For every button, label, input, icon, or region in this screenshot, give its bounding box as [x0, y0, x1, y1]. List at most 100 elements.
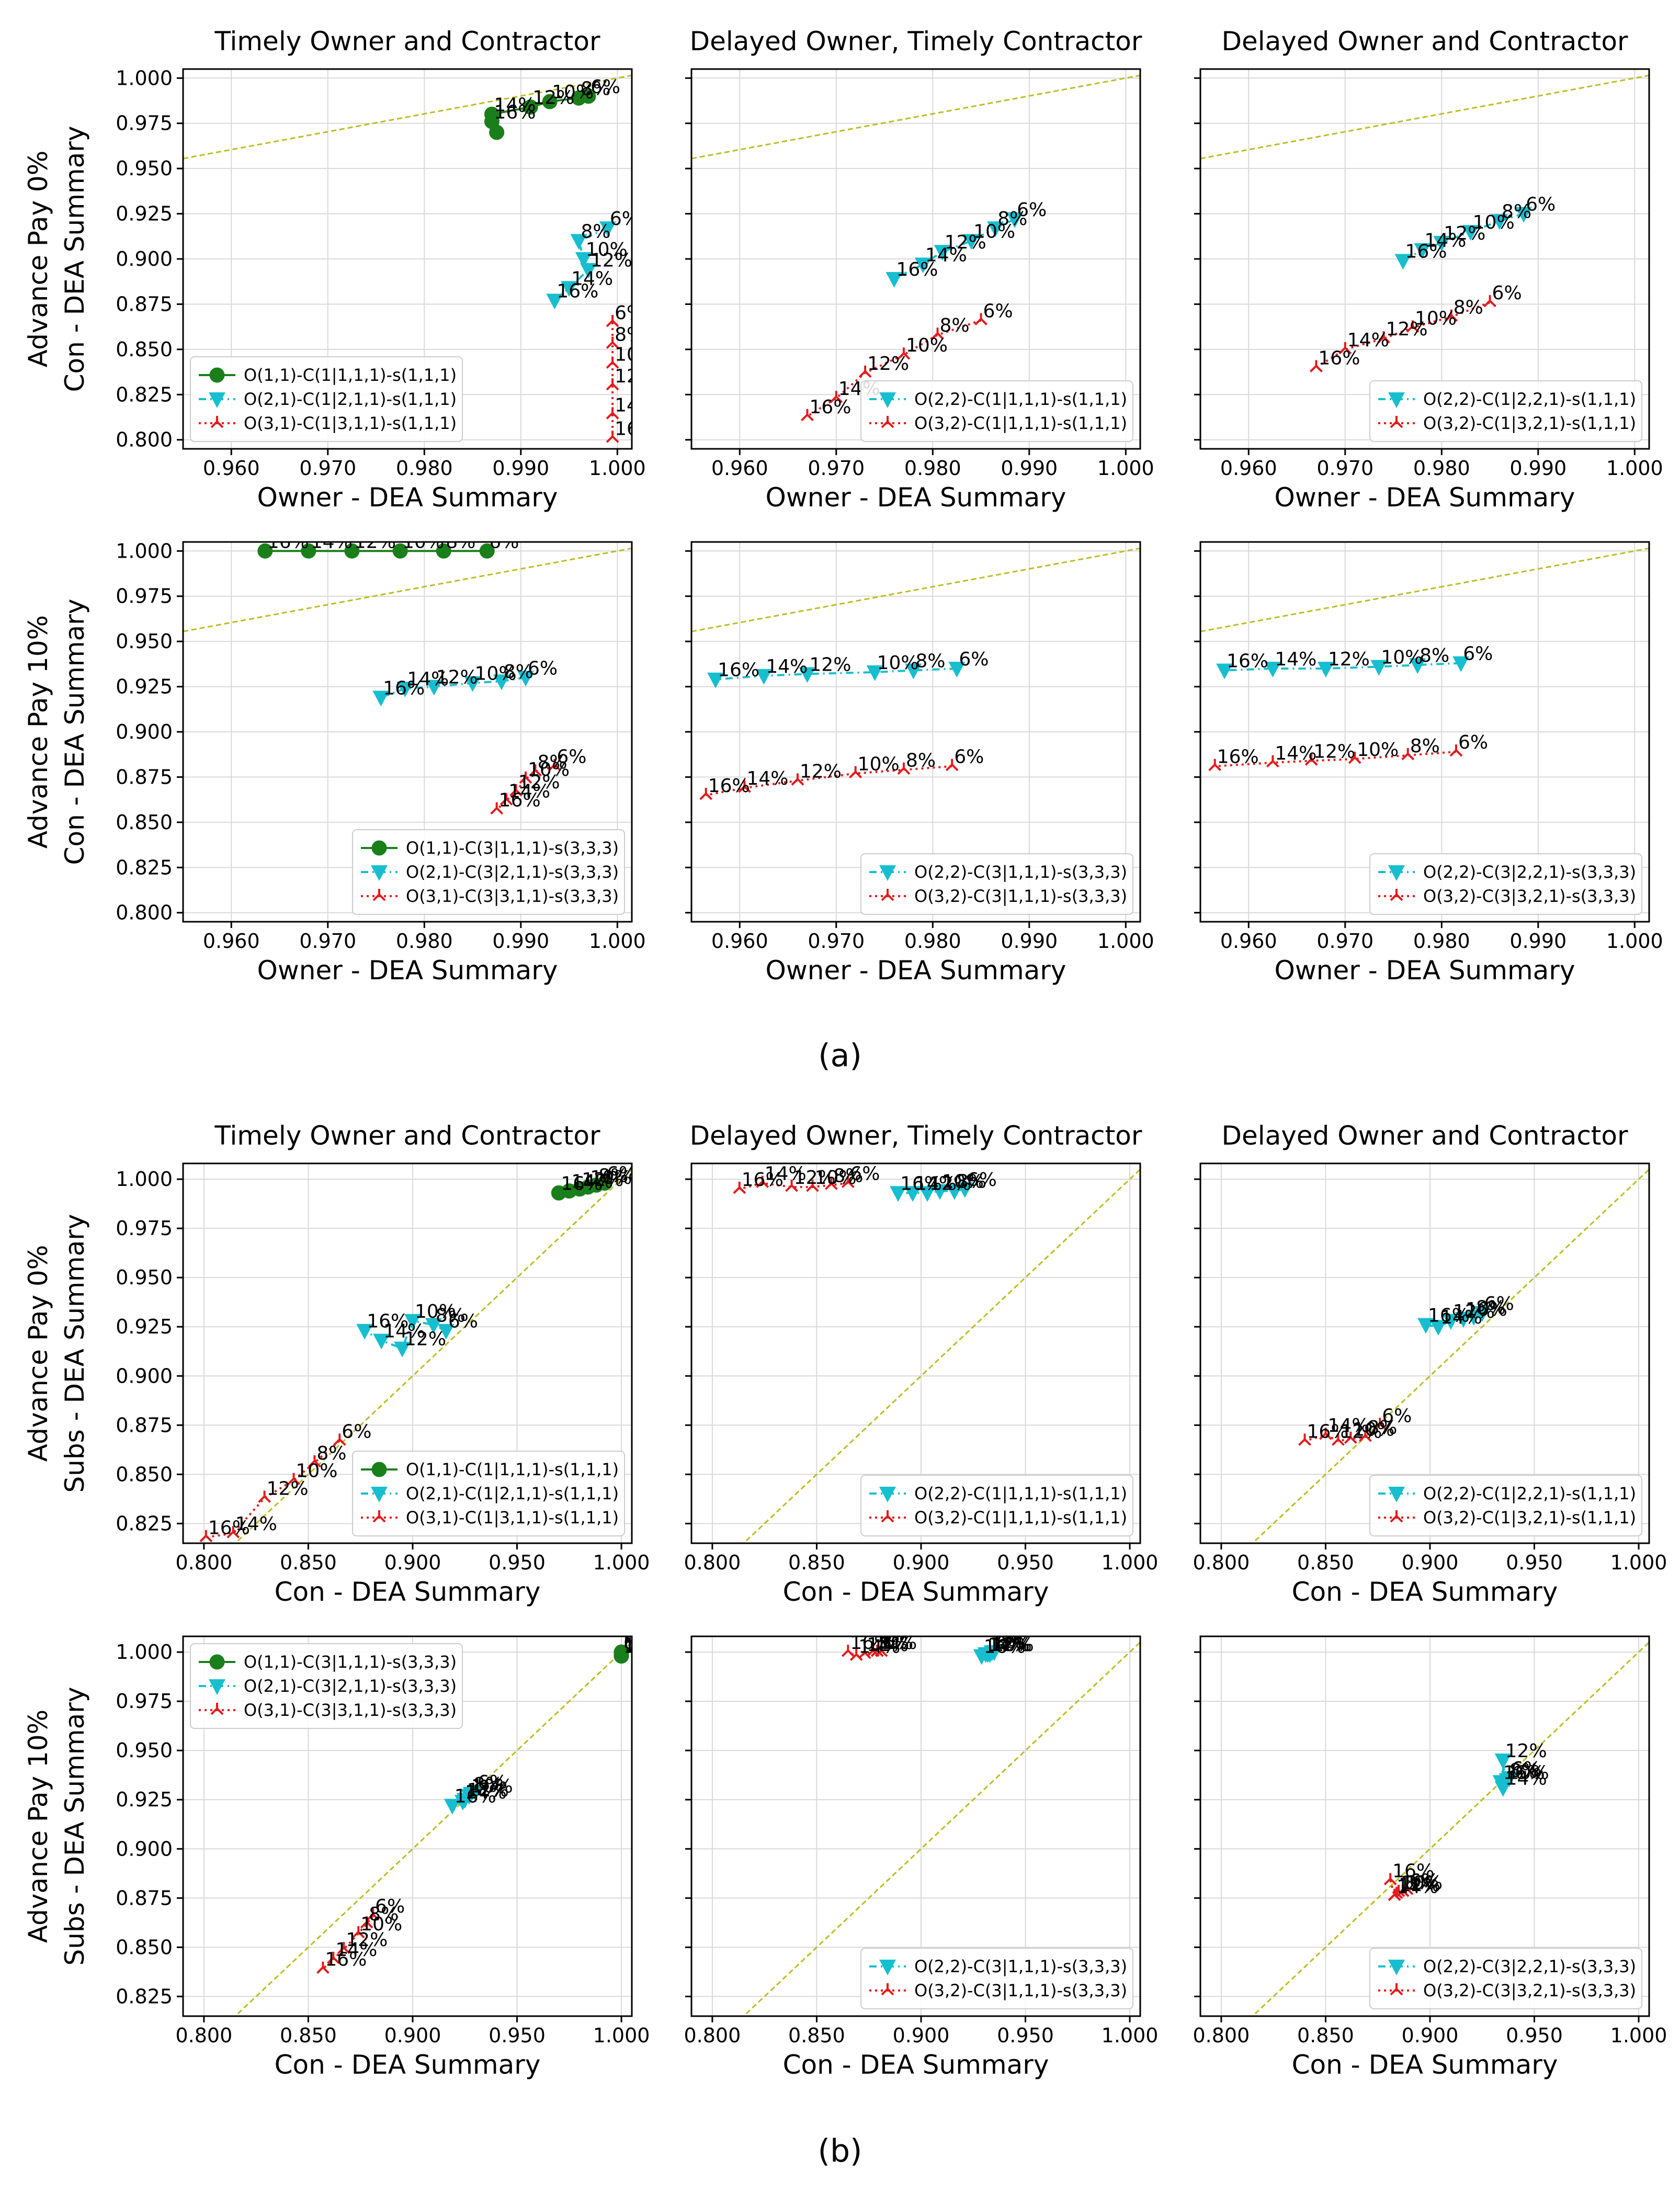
- plot-area: 6%8%10%12%14%16%6%8%10%12%14%16%: [1251, 1641, 1649, 2016]
- reference-diagonal: [234, 1168, 632, 1543]
- point-label: 8%: [915, 650, 945, 672]
- y-tick-label: 1.000: [116, 1168, 173, 1191]
- point-label: 8%: [1502, 201, 1531, 222]
- legend-label: O(3,2)-C(3|3,2,1)-s(3,3,3): [1423, 1981, 1636, 2000]
- series-line-cyan: [1224, 662, 1461, 672]
- panel-title: Delayed Owner and Contractor: [1221, 1121, 1628, 1151]
- legend-box: [1369, 1475, 1642, 1536]
- point-label: 12%: [436, 667, 478, 688]
- data-point-red: [841, 1175, 855, 1189]
- point-label: 16%: [499, 790, 541, 811]
- y-tick-label: 0.850: [116, 1936, 173, 1959]
- y-tick-label: 0.975: [116, 1690, 173, 1713]
- x-tick-label: 1.000: [593, 2024, 650, 2047]
- x-axis-label: Owner - DEA Summary: [766, 482, 1066, 513]
- legend: O(2,2)-C(3|2,2,1)-s(3,3,3) O(3,2)-C(3|3,2…: [1369, 853, 1642, 915]
- x-tick-label: 1.000: [1097, 930, 1154, 953]
- point-label: 14%: [1397, 1876, 1438, 1898]
- data-point-red: [830, 391, 843, 403]
- point-label: 14%: [988, 1634, 1030, 1656]
- panel-b-r1-c2: 6%8%10%12%14%16%6%8%10%12%14%16%0.800 0.8…: [1193, 1635, 1667, 2080]
- x-tick-label: 0.950: [489, 1551, 546, 1574]
- data-point-cyan: [707, 672, 724, 688]
- point-label: 16%: [1318, 347, 1360, 369]
- point-label: 8%: [1405, 1872, 1435, 1894]
- legend-label: O(3,2)-C(1|3,2,1)-s(1,1,1): [1423, 1508, 1636, 1528]
- plot-area: 6%8%10%12%14%16%6%8%10%12%14%16%: [1200, 74, 1649, 372]
- point-label: 16%: [708, 775, 750, 797]
- point-label: 12%: [945, 232, 986, 253]
- legend-label: O(2,1)-C(1|2,1,1)-s(1,1,1): [244, 389, 457, 409]
- y-tick-label: 0.900: [116, 1364, 173, 1387]
- legend: O(1,1)-C(3|1,1,1)-s(3,3,3) O(2,1)-C(3|2,1…: [352, 829, 625, 915]
- axes-frame: [182, 1635, 633, 2017]
- point-label: 14%: [766, 656, 808, 677]
- x-tick-label: 0.950: [1506, 1551, 1563, 1574]
- data-point-green: [571, 90, 587, 106]
- legend-box: [190, 356, 463, 442]
- x-axis-label: Con - DEA Summary: [1292, 2050, 1558, 2080]
- point-label: 8%: [957, 1171, 986, 1193]
- data-point-red: [1406, 320, 1420, 333]
- data-point-cyan: [1394, 254, 1412, 270]
- point-label: 16%: [1227, 650, 1268, 672]
- legend-marker-cyan: [879, 1487, 896, 1502]
- point-label: 16%: [623, 1636, 665, 1658]
- axes-frame: [1199, 1635, 1650, 2017]
- point-label: 6%: [375, 1896, 405, 1917]
- point-label: 6%: [850, 1163, 880, 1185]
- panels: 6%8%10%12%14%16%6%8%10%12%14%16%6%8%10%1…: [23, 26, 1667, 2080]
- y-tick-label: 0.825: [116, 383, 173, 406]
- point-label: 12%: [615, 366, 656, 387]
- point-label: 8%: [504, 661, 533, 683]
- data-point-cyan: [963, 234, 980, 250]
- data-point-cyan: [517, 671, 535, 687]
- point-label: 12%: [267, 1478, 309, 1499]
- plot-area: 6%8%10%12%14%16%6%8%10%12%14%16%: [1200, 547, 1649, 772]
- data-point-red: [1298, 1433, 1311, 1446]
- data-point-red: [1377, 331, 1390, 344]
- x-tick-label: 1.000: [1102, 2024, 1159, 2047]
- x-axis-label: Con - DEA Summary: [783, 1577, 1049, 1607]
- series-line-red: [847, 1651, 882, 1657]
- x-tick-label: 1.000: [1097, 457, 1154, 480]
- x-axis-label: Owner - DEA Summary: [1275, 482, 1575, 513]
- point-label: 8%: [997, 208, 1027, 230]
- point-label: 6%: [557, 747, 586, 768]
- legend-label: O(2,2)-C(3|1,1,1)-s(3,3,3): [914, 1956, 1127, 1976]
- data-point-cyan: [799, 667, 816, 683]
- legend: O(1,1)-C(3|1,1,1)-s(3,3,3) O(2,1)-C(3|2,1…: [190, 1643, 463, 1729]
- data-point-red: [849, 766, 862, 778]
- point-label: 12%: [518, 772, 560, 793]
- y-tick-label: 0.825: [116, 1512, 173, 1535]
- x-tick-label: 0.850: [788, 2024, 845, 2047]
- point-label: 14%: [571, 1171, 613, 1193]
- point-label: 6%: [983, 301, 1013, 322]
- data-point-red: [606, 431, 619, 443]
- axes-frame: [1199, 1162, 1650, 1544]
- data-point-cyan: [987, 221, 1004, 238]
- legend: O(2,2)-C(3|2,2,1)-s(3,3,3) O(3,2)-C(3|3,2…: [1369, 1948, 1642, 2009]
- point-label: 12%: [1328, 649, 1370, 670]
- data-point-cyan: [1492, 1775, 1509, 1791]
- point-label: 10%: [906, 335, 948, 356]
- y-tick-label: 0.925: [116, 202, 173, 225]
- legend-marker-cyan: [1388, 392, 1405, 408]
- point-label: 16%: [561, 1173, 603, 1194]
- data-point-cyan: [464, 676, 481, 692]
- plot-area: 6%8%10%12%14%16%6%8%10%12%14%16%6%8%10%1…: [183, 74, 656, 443]
- data-point-cyan: [886, 272, 903, 288]
- data-point-cyan: [1515, 207, 1533, 223]
- y-tick-label: 1.000: [116, 66, 173, 89]
- x-tick-label: 0.850: [280, 1551, 337, 1574]
- point-label: 6%: [1463, 643, 1493, 665]
- data-point-red: [606, 378, 619, 391]
- point-label: 14%: [235, 1513, 277, 1535]
- data-point-cyan: [425, 1318, 442, 1334]
- y-tick-label: 0.975: [116, 1217, 173, 1240]
- data-point-green: [301, 543, 316, 559]
- reference-diagonal: [1251, 1641, 1649, 2016]
- point-label: 16%: [1217, 747, 1259, 768]
- legend-marker-red: [881, 416, 894, 428]
- data-point-cyan: [946, 1184, 963, 1200]
